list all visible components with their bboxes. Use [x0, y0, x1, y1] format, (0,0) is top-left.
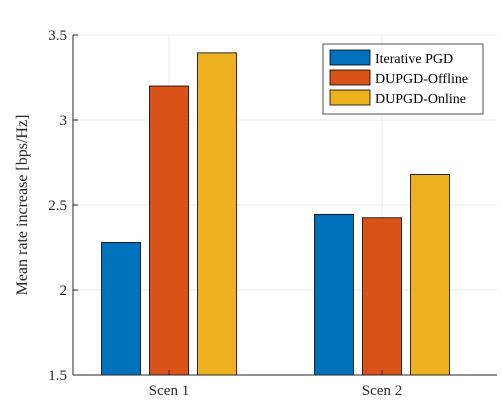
legend-label: DUPGD-Offline	[375, 72, 468, 87]
y-tick-label: 3	[60, 113, 68, 129]
legend: Iterative PGD DUPGD-Offline DUPGD-Online	[322, 43, 484, 115]
bar	[149, 85, 189, 376]
y-tick-label: 2.5	[48, 198, 67, 214]
legend-label: DUPGD-Online	[375, 92, 466, 107]
bar	[410, 173, 450, 376]
bar	[314, 213, 354, 376]
x-tick-label: Scen 1	[149, 383, 189, 399]
legend-swatch	[329, 49, 371, 66]
y-tick-label: 1.5	[48, 368, 67, 384]
legend-swatch	[329, 89, 371, 106]
bar	[362, 217, 402, 376]
axes: 1.5 2 2.5 3 3.5 Scen 1 Scen 2	[48, 28, 497, 399]
y-tick-label: 3.5	[48, 28, 67, 44]
x-tick-label: Scen 2	[362, 383, 402, 399]
legend-swatch	[329, 69, 371, 86]
y-axis-title: Mean rate increase [bps/Hz]	[14, 115, 31, 296]
y-tick-label: 2	[60, 283, 68, 299]
bar	[197, 52, 237, 376]
legend-label: Iterative PGD	[375, 52, 453, 67]
bar	[101, 241, 141, 376]
